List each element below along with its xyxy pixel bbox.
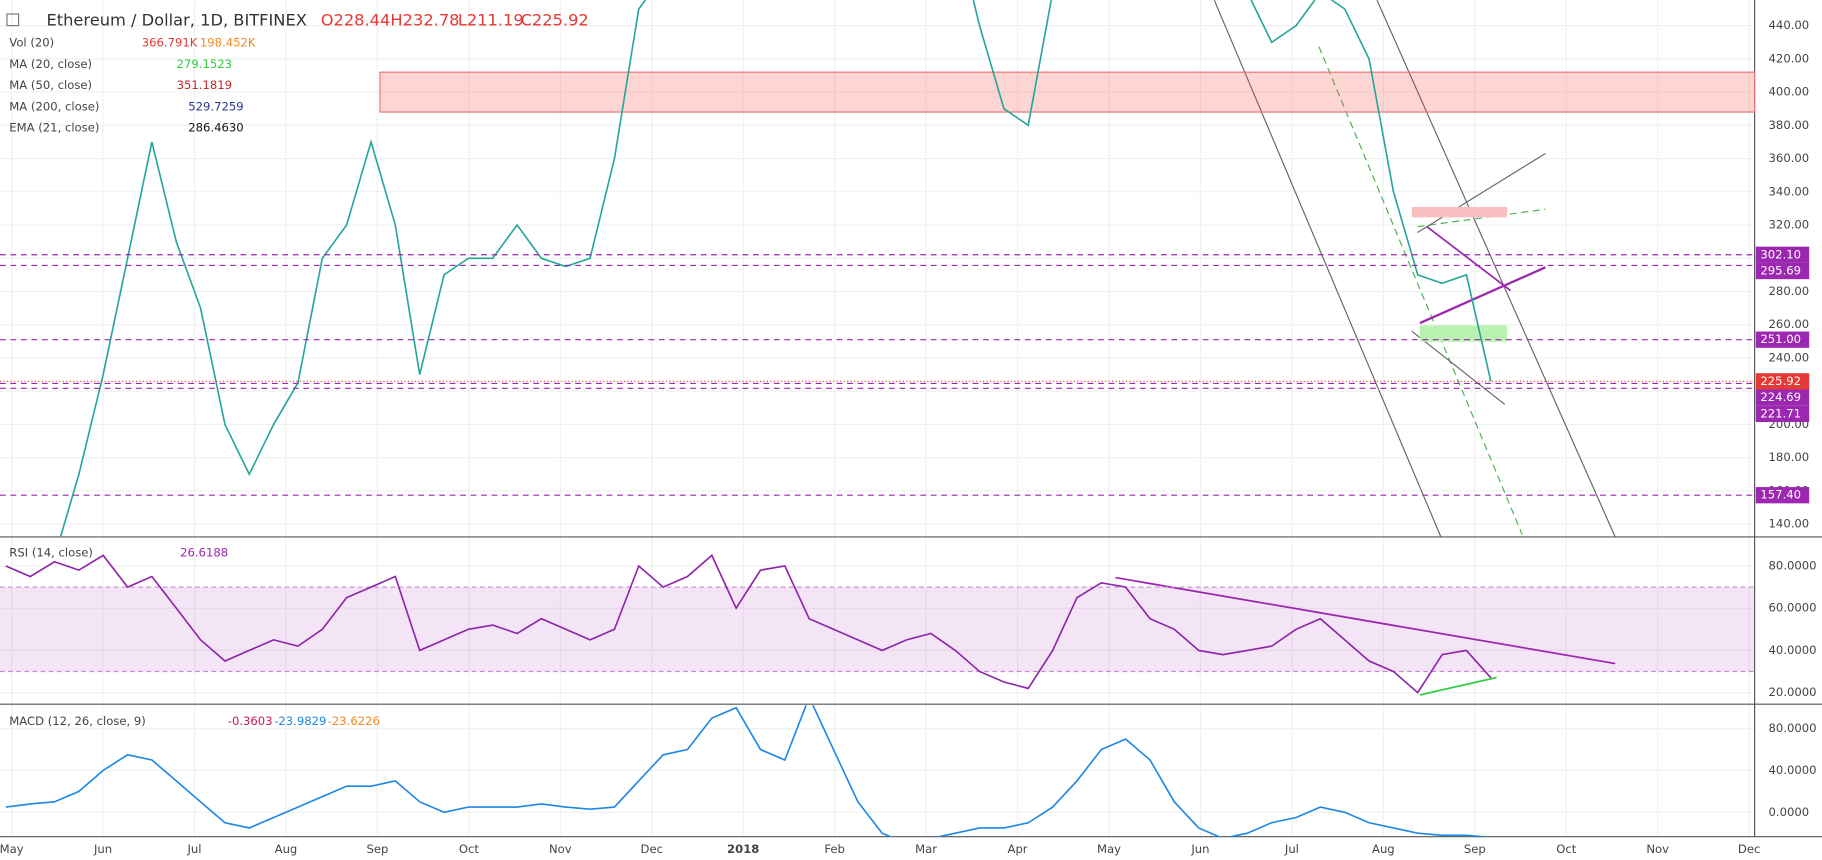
y-tick-label: 80.0000: [1769, 558, 1817, 572]
time-label: Jul: [1284, 842, 1299, 856]
y-tick-label: 360.00: [1769, 151, 1810, 165]
macd-legend: MACD (12, 26, close, 9): [9, 714, 146, 728]
y-tick-label: 320.00: [1769, 218, 1810, 232]
ohlc-low: L211.19: [458, 10, 524, 29]
y-tick-label: 0.0000: [1769, 805, 1810, 819]
time-label: Jun: [1190, 842, 1209, 856]
time-label: Dec: [1738, 842, 1760, 856]
resistance-zone: [379, 71, 1756, 113]
indicator-legend: MA (50, close): [9, 78, 92, 92]
level-label: 225.92: [1760, 374, 1801, 388]
time-label: Aug: [275, 842, 298, 856]
rsi-line-group: [5, 554, 1492, 694]
rsi-value: 26.6188: [180, 546, 228, 560]
symbol-title: Ethereum / Dollar, 1D, BITFINEX: [46, 10, 306, 29]
time-label: May: [0, 842, 24, 856]
level-label: 302.10: [1760, 247, 1801, 261]
level-label-bg: [1755, 331, 1810, 348]
y-tick-label: 20.0000: [1769, 685, 1817, 699]
ohlc-open: O228.44: [321, 10, 391, 29]
level-label-bg: [1755, 389, 1810, 406]
macd-signal: -23.9829: [274, 714, 326, 728]
y-tick-label: 400.00: [1769, 85, 1810, 99]
time-label: May: [1097, 842, 1121, 856]
level-label-bg: [1755, 373, 1810, 390]
indicator-value: 529.7259: [188, 99, 243, 113]
time-label: Aug: [1372, 842, 1395, 856]
indicator-value: 286.4630: [188, 121, 243, 135]
macd-hist: -23.6226: [328, 714, 380, 728]
collapse-button[interactable]: [6, 13, 20, 27]
macd-line: [5, 705, 1491, 837]
time-label: Jun: [93, 842, 112, 856]
rsi-trendlines: [1115, 576, 1616, 696]
indicator-value: 279.1523: [177, 57, 232, 71]
level-label: 295.69: [1760, 264, 1801, 278]
indicator-legend: Vol (20): [9, 36, 54, 50]
y-tick-label: 340.00: [1769, 184, 1810, 198]
y-tick-label: 40.0000: [1769, 763, 1817, 777]
level-label-bg: [1755, 246, 1810, 263]
level-label-bg: [1755, 262, 1810, 280]
time-label: Nov: [549, 842, 572, 856]
time-label: Feb: [824, 842, 845, 856]
time-label: Jul: [187, 842, 202, 856]
indicator-value: 198.452K: [200, 36, 256, 50]
y-tick-label: 380.00: [1769, 118, 1810, 132]
y-tick-label: 140.00: [1769, 517, 1810, 531]
ohlc-close: C225.92: [521, 10, 589, 29]
time-label: Apr: [1008, 842, 1028, 856]
time-label: Sep: [1464, 842, 1486, 856]
indicator-legend: EMA (21, close): [9, 121, 99, 135]
time-label: Dec: [641, 842, 663, 856]
time-label: Mar: [915, 842, 937, 856]
y-tick-label: 60.0000: [1769, 601, 1817, 615]
indicator-value: 351.1819: [177, 78, 232, 92]
level-label: 224.69: [1760, 390, 1801, 404]
y-tick-label: 420.00: [1769, 51, 1810, 65]
level-label: 157.40: [1760, 488, 1801, 502]
rsi-band: [0, 587, 1755, 672]
y-tick-label: 240.00: [1769, 350, 1810, 364]
level-label-bg: [1755, 405, 1810, 423]
trendlines: [1213, 0, 1616, 537]
level-label: 251.00: [1760, 332, 1801, 346]
level-label: 221.71: [1760, 406, 1801, 420]
rsi-line: [5, 554, 1492, 694]
y-tick-label: 440.00: [1769, 18, 1810, 32]
time-label: Oct: [459, 842, 480, 856]
indicator-legend: MA (200, close): [9, 99, 99, 113]
time-label: Sep: [366, 842, 388, 856]
y-tick-label: 80.0000: [1769, 721, 1817, 735]
price-line-group: [59, 0, 1492, 537]
y-tick-label: 40.0000: [1769, 643, 1817, 657]
y-tick-label: 260.00: [1769, 317, 1810, 331]
macd-line-group: [5, 705, 1491, 837]
y-tick-label: 180.00: [1769, 450, 1810, 464]
level-label-bg: [1755, 487, 1810, 504]
macd-value: -0.3603: [228, 714, 273, 728]
price-line: [59, 0, 1492, 537]
time-label: 2018: [727, 842, 759, 856]
indicator-legend: MA (20, close): [9, 57, 92, 71]
rsi-legend: RSI (14, close): [9, 546, 93, 560]
y-tick-label: 280.00: [1769, 284, 1810, 298]
ohlc-high: H232.78: [390, 10, 459, 29]
indicator-value: 366.791K: [142, 36, 198, 50]
time-label: Nov: [1646, 842, 1669, 856]
time-label: Oct: [1556, 842, 1577, 856]
